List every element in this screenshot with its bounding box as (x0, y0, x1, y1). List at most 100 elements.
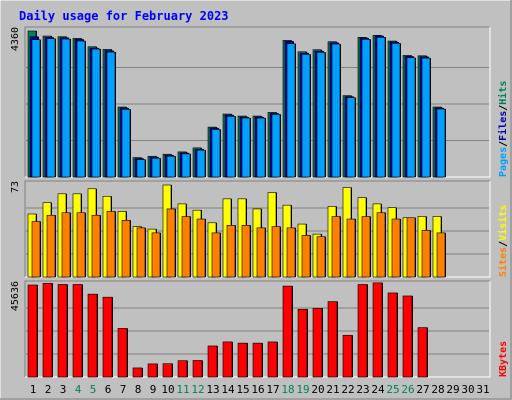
bar-sites-day-14 (226, 225, 236, 278)
x-tick-label: 24 (371, 383, 385, 396)
bar-sites-day-10 (166, 208, 176, 278)
x-tick-label: 1 (30, 383, 37, 396)
x-tick-label: 28 (431, 383, 444, 396)
legend-hits: Pages/Files/Hits (497, 81, 509, 177)
bar-pages-day-21 (331, 43, 341, 178)
x-tick-label: 8 (135, 383, 142, 396)
bar-pages-day-24 (376, 37, 386, 178)
x-tick-label: 4 (75, 383, 82, 396)
bar-pages-day-4 (76, 40, 86, 178)
bar-sites-day-28 (436, 232, 446, 278)
bar-kbytes-day-9 (147, 363, 158, 378)
bar-sites-day-15 (241, 225, 251, 278)
legend-segment: / (498, 105, 509, 111)
x-tick-label: 3 (60, 383, 67, 396)
bar-kbytes-day-27 (417, 327, 428, 378)
max-label-hits: 4360 (10, 27, 21, 51)
x-tick-label: 13 (206, 383, 219, 396)
bar-pages-day-13 (211, 129, 221, 178)
bar-pages-day-8 (136, 159, 146, 178)
bar-sites-day-9 (151, 232, 161, 278)
bar-sites-day-23 (361, 216, 371, 278)
bar-pages-day-14 (226, 116, 236, 178)
bar-pages-day-17 (271, 114, 281, 178)
legend-segment: Sites (497, 247, 509, 277)
bar-kbytes-day-13 (207, 345, 218, 378)
bar-kbytes-day-1 (27, 284, 38, 378)
legend-segment: / (498, 141, 509, 147)
bar-pages-day-10 (166, 155, 176, 178)
bar-pages-day-22 (346, 97, 356, 178)
x-tick-label: 15 (236, 383, 249, 396)
x-tick-label: 12 (191, 383, 204, 396)
panel-visits: 73 Sites/Visits (10, 180, 509, 278)
x-tick-label: 7 (120, 383, 127, 396)
bar-sites-day-5 (91, 214, 101, 278)
bar-kbytes-day-24 (372, 282, 383, 378)
bar-sites-day-11 (181, 216, 191, 278)
bar-sites-day-16 (256, 227, 266, 278)
bar-kbytes-day-11 (177, 360, 188, 378)
bar-sites-day-18 (286, 227, 296, 278)
x-tick-label: 2 (45, 383, 52, 396)
x-tick-label: 6 (105, 383, 112, 396)
panel-hits: 4360 Pages/Files/Hits (10, 26, 509, 178)
bar-pages-day-18 (286, 43, 296, 178)
x-tick-label: 22 (341, 383, 354, 396)
x-tick-label: 21 (326, 383, 339, 396)
bar-sites-day-20 (316, 236, 326, 278)
bar-kbytes-day-10 (162, 363, 173, 378)
bar-pages-day-6 (106, 51, 116, 178)
x-tick-label: 31 (476, 383, 489, 396)
bar-kbytes-day-4 (72, 284, 83, 378)
bar-pages-day-5 (91, 48, 101, 178)
x-tick-label: 26 (401, 383, 414, 396)
bar-sites-day-12 (196, 218, 206, 278)
legend-segment: Hits (497, 81, 509, 105)
x-tick-label: 10 (161, 383, 174, 396)
max-label-visits: 73 (10, 181, 21, 193)
bar-pages-day-23 (361, 39, 371, 178)
legend-segment: KBytes (498, 341, 509, 377)
bar-pages-day-9 (151, 157, 161, 178)
bar-kbytes-day-23 (357, 284, 368, 378)
bar-kbytes-day-25 (387, 292, 398, 378)
bar-kbytes-day-21 (327, 301, 338, 378)
bar-sites-day-13 (211, 232, 221, 278)
legend-visits: Sites/Visits (497, 205, 509, 277)
x-tick-label: 20 (311, 383, 324, 396)
bar-sites-day-19 (301, 235, 311, 278)
x-tick-label: 9 (150, 383, 157, 396)
bar-sites-day-2 (46, 214, 56, 278)
bar-pages-day-11 (181, 153, 191, 178)
bar-pages-day-16 (256, 117, 266, 178)
bar-kbytes-day-6 (102, 296, 113, 378)
bar-kbytes-day-26 (402, 295, 413, 378)
bar-pages-day-25 (391, 43, 401, 178)
bar-sites-day-17 (271, 226, 281, 278)
bar-pages-day-28 (436, 108, 446, 178)
legend-segment: Visits (497, 205, 509, 241)
bar-kbytes-day-16 (252, 342, 263, 378)
x-tick-label: 18 (281, 383, 294, 396)
bar-kbytes-day-14 (222, 341, 233, 378)
bar-kbytes-day-22 (342, 334, 353, 378)
bar-sites-day-1 (31, 221, 41, 278)
bar-kbytes-day-15 (237, 342, 248, 378)
x-tick-label: 14 (221, 383, 235, 396)
bar-pages-day-19 (301, 54, 311, 178)
bar-pages-day-7 (121, 109, 131, 178)
bar-kbytes-day-8 (132, 367, 143, 378)
x-tick-label: 29 (446, 383, 459, 396)
bar-sites-day-26 (406, 217, 416, 278)
legend-kbytes: KBytes (498, 341, 509, 377)
legend-segment: Pages (498, 147, 509, 177)
bar-pages-day-27 (421, 57, 431, 178)
bar-pages-day-2 (46, 38, 56, 178)
bar-pages-day-20 (316, 52, 326, 178)
bar-pages-day-3 (61, 38, 71, 178)
x-tick-label: 25 (386, 383, 399, 396)
bar-pages-day-15 (241, 117, 251, 178)
bar-sites-day-27 (421, 230, 431, 278)
